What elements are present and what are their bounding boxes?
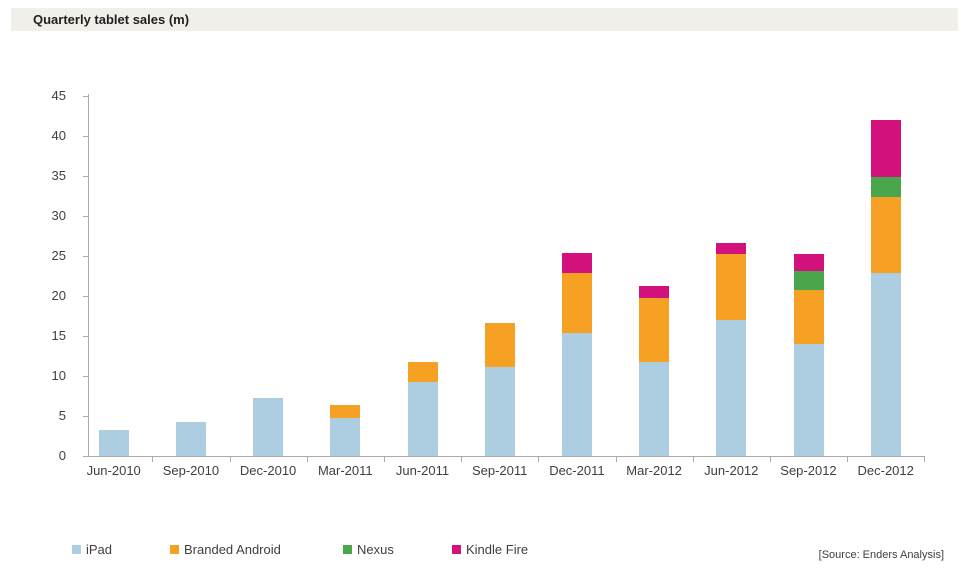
- bar-segment-kindle-fire: [793, 254, 824, 272]
- x-axis-tick: [152, 457, 154, 462]
- x-axis-tick: [229, 457, 231, 462]
- bar-segment-ipad: [175, 422, 206, 456]
- y-axis-tick: [83, 416, 88, 417]
- bar-segment-ipad: [561, 332, 592, 456]
- x-axis-label: Dec-2011: [549, 463, 605, 478]
- x-axis-tick: [538, 457, 540, 462]
- x-axis-label: Sep-2011: [471, 463, 528, 478]
- bar-segment-branded-android: [561, 272, 592, 333]
- x-axis-label: Dec-2012: [857, 463, 914, 478]
- y-axis-tick: [83, 216, 88, 217]
- x-axis-label: Jun-2011: [395, 463, 450, 478]
- bar-segment-branded-android: [484, 323, 515, 368]
- bar-segment-kindle-fire: [639, 285, 670, 298]
- legend-label: Nexus: [357, 541, 394, 557]
- bar-segment-branded-android: [330, 404, 361, 419]
- bar-segment-branded-android: [870, 196, 901, 273]
- y-axis-tick-label: 15: [51, 328, 66, 343]
- x-axis-tick: [847, 457, 849, 462]
- source-note: [Source: Enders Analysis]: [818, 549, 944, 561]
- y-axis-tick-label: 40: [51, 128, 66, 143]
- y-axis-tick-label: 25: [51, 248, 66, 263]
- bar-segment-nexus: [870, 176, 901, 197]
- x-axis-line: [88, 456, 925, 457]
- bar-segment-ipad: [330, 418, 361, 456]
- bar-segment-ipad: [98, 429, 129, 456]
- x-axis-label: Jun-2012: [704, 463, 759, 478]
- bar-segment-nexus: [793, 271, 824, 291]
- bar-segment-ipad: [253, 397, 284, 456]
- y-axis-tick: [83, 336, 88, 337]
- legend-swatch-ipad-icon: [72, 544, 81, 554]
- y-axis-tick: [83, 296, 88, 297]
- bar-segment-kindle-fire: [561, 252, 592, 273]
- bar-segment-ipad: [407, 381, 438, 456]
- legend-item-nexus: Nexus: [343, 541, 394, 557]
- y-axis-tick: [83, 176, 88, 177]
- legend-swatch-branded-android-icon: [170, 544, 179, 554]
- x-axis-label: Sep-2012: [780, 463, 837, 478]
- x-axis-tick: [615, 457, 617, 462]
- x-axis-tick: [461, 457, 463, 462]
- bar-segment-ipad: [793, 344, 824, 456]
- x-axis-tick: [306, 457, 308, 462]
- y-axis-tick-label: 20: [51, 288, 66, 303]
- bar-segment-kindle-fire: [870, 120, 901, 177]
- x-axis-label: Sep-2010: [162, 463, 220, 478]
- legend-swatch-kindle-fire-icon: [452, 544, 461, 554]
- bar-segment-branded-android: [407, 361, 438, 382]
- legend-item-kindle-fire: Kindle Fire: [452, 541, 528, 557]
- bar-segment-ipad: [639, 361, 670, 456]
- x-axis-tick: [383, 457, 385, 462]
- bar-segment-kindle-fire: [716, 243, 747, 255]
- x-axis-label: Jun-2010: [86, 463, 141, 478]
- y-axis-tick-label: 10: [51, 368, 66, 383]
- chart-title-bar: Quarterly tablet sales (m): [11, 8, 958, 31]
- y-axis-tick: [83, 136, 88, 137]
- x-axis-label: Mar-2012: [626, 463, 682, 478]
- x-axis-label: Mar-2011: [317, 463, 373, 478]
- x-axis-label: Dec-2010: [239, 463, 297, 478]
- x-axis-tick: [692, 457, 694, 462]
- bar-segment-branded-android: [639, 297, 670, 362]
- bar-segment-ipad: [716, 320, 747, 456]
- legend-label: iPad: [86, 541, 113, 557]
- y-axis-tick-label: 0: [58, 448, 66, 463]
- y-axis-tick-label: 5: [58, 408, 66, 423]
- legend-label: Branded Android: [184, 541, 281, 557]
- legend-item-ipad: iPad: [72, 541, 112, 557]
- bar-segment-ipad: [870, 272, 901, 456]
- y-axis-tick-label: 35: [51, 168, 66, 183]
- page-title: Quarterly tablet sales (m): [33, 12, 190, 27]
- bar-segment-branded-android: [716, 254, 747, 320]
- y-axis-tick: [83, 376, 88, 377]
- y-axis-tick: [83, 456, 88, 457]
- bar-segment-ipad: [484, 367, 515, 456]
- y-axis-tick: [83, 256, 88, 257]
- legend-swatch-nexus-icon: [343, 544, 352, 554]
- legend-item-branded-android: Branded Android: [170, 541, 281, 557]
- y-axis-line: [88, 94, 89, 456]
- legend-label: Kindle Fire: [466, 541, 529, 557]
- x-axis-tick: [769, 457, 771, 462]
- y-axis-tick-label: 30: [51, 208, 66, 223]
- y-axis-tick: [83, 96, 88, 97]
- x-axis-tick: [924, 457, 926, 462]
- bar-segment-branded-android: [793, 290, 824, 344]
- y-axis-tick-label: 45: [51, 88, 66, 103]
